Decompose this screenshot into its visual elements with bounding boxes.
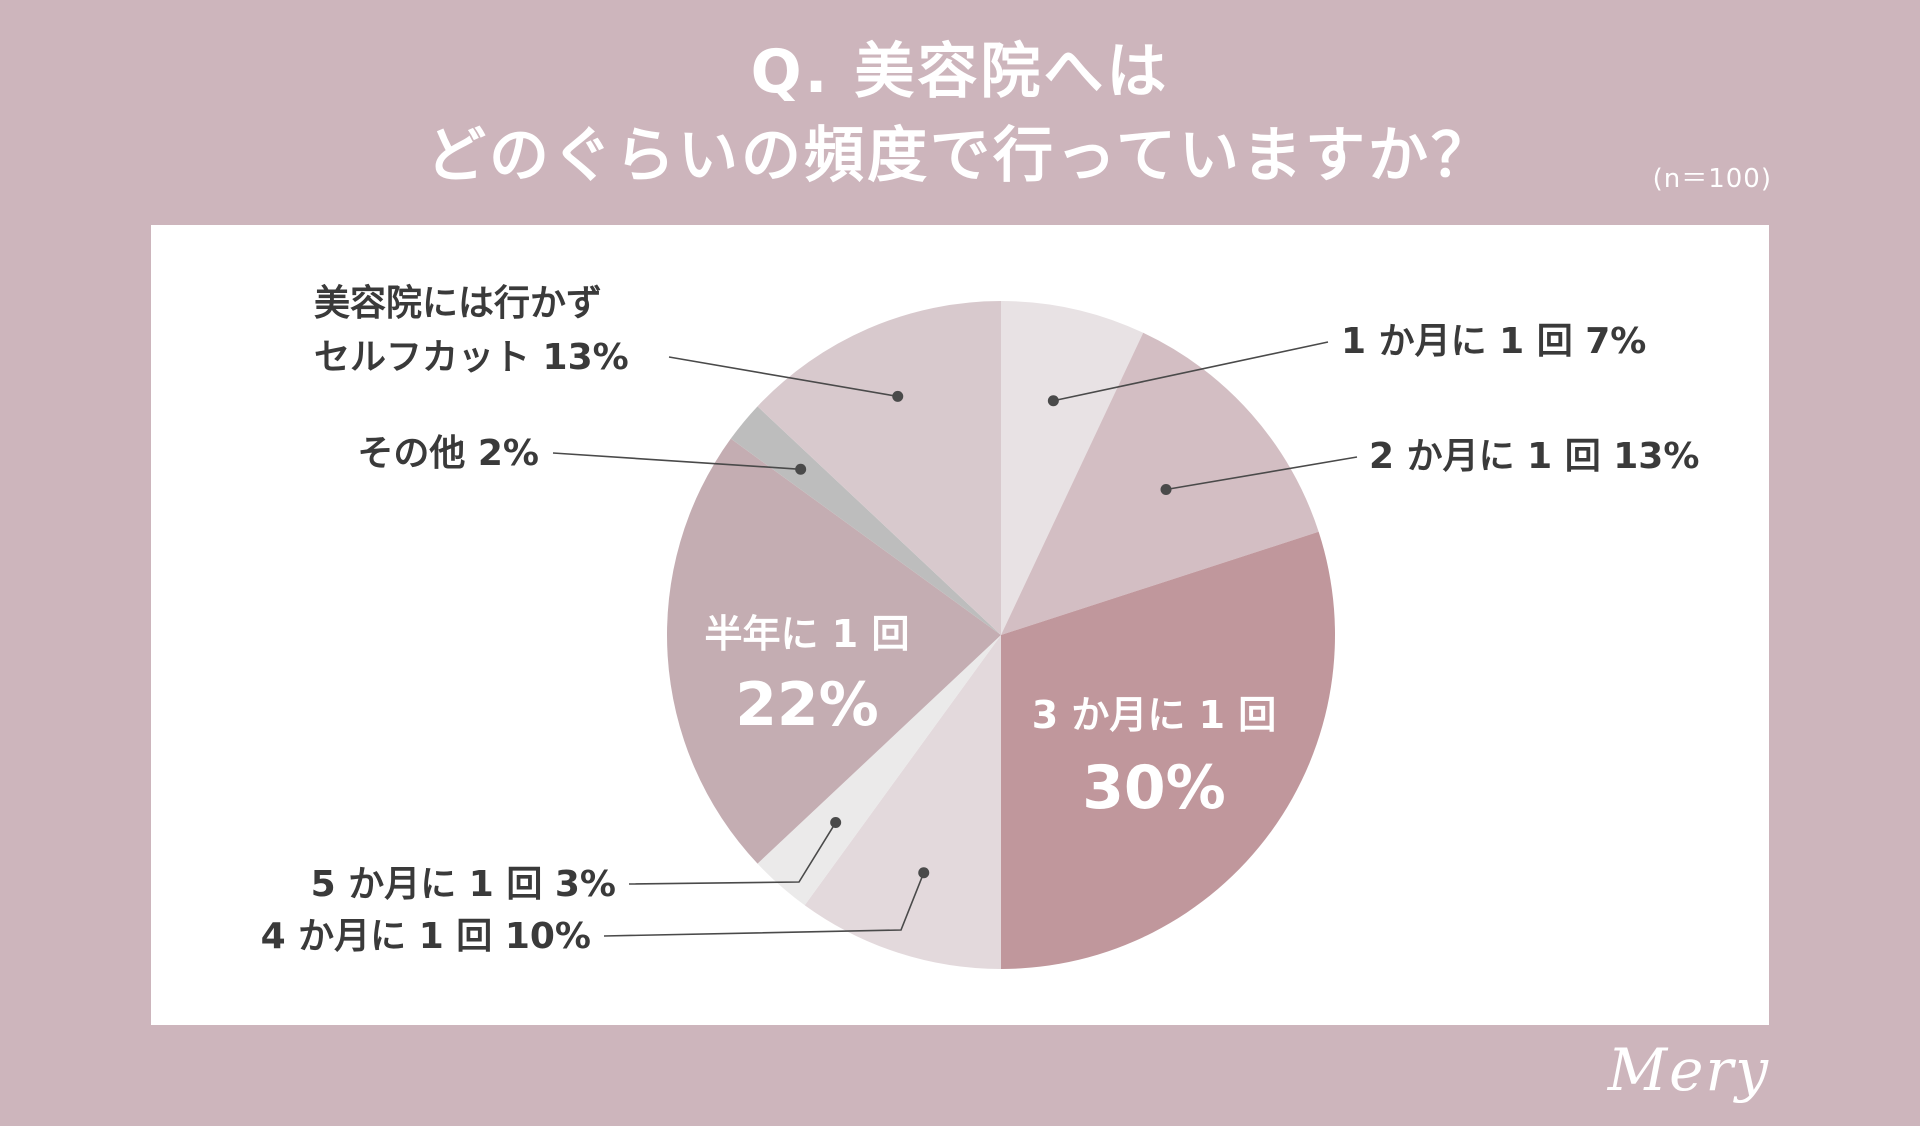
leader-line-1 [1165,456,1358,491]
slice-value-3month: 30% [1082,753,1226,823]
pie-slice-2 [1001,531,1335,969]
leader-line-6 [552,452,801,471]
leader-line-3 [603,872,925,937]
leader-dot-7 [892,390,904,402]
slice-label-selfcut-line2: セルフカット 13% [314,337,629,378]
leader-line-0 [1053,341,1329,402]
slice-label-selfcut-line1: 美容院には行かず [314,283,602,324]
title-line-1: Q. 美容院へは [750,37,1170,107]
chart-title: Q. 美容院へは どのぐらいの頻度で行っていますか？ [0,30,1920,198]
leader-dot-1 [1160,484,1172,496]
sample-size: (n＝100) [1652,164,1772,194]
leader-line-7 [668,356,898,398]
title-line-2: どのぐらいの頻度で行っていますか？ [426,121,1494,191]
slice-label-3month: 3 か月に 1 回 [1032,693,1277,737]
pie-slice-4 [757,635,1001,906]
pie-slice-0 [1001,301,1144,635]
slice-label-5month: 5 か月に 1 回 3% [311,864,616,905]
pie-slice-7 [757,301,1001,635]
leader-line-4 [628,822,837,885]
slice-label-4month: 4 か月に 1 回 10% [261,916,591,957]
slice-label-halfyear: 半年に 1 回 [705,612,910,656]
mery-logo: Mery [1607,1036,1770,1104]
pie-slice-6 [730,406,1001,635]
slice-label-1month: 1 か月に 1 回 7% [1341,321,1646,362]
slice-label-other: その他 2% [357,433,539,474]
pie-chart: 1 か月に 1 回 7% 2 か月に 1 回 13% 4 か月に 1 回 10%… [261,283,1699,969]
leader-dot-4 [830,817,842,829]
pie-slice-1 [1001,332,1319,635]
slice-label-2month: 2 か月に 1 回 13% [1369,436,1699,477]
pie-slice-3 [804,635,1001,969]
leader-dot-0 [1047,395,1059,407]
leader-dot-6 [795,463,807,475]
pie-slice-5 [666,438,1001,864]
chart-panel: 1 か月に 1 回 7% 2 か月に 1 回 13% 4 か月に 1 回 10%… [151,225,1769,1025]
leader-dot-3 [918,867,930,879]
slice-value-halfyear: 22% [735,670,879,740]
